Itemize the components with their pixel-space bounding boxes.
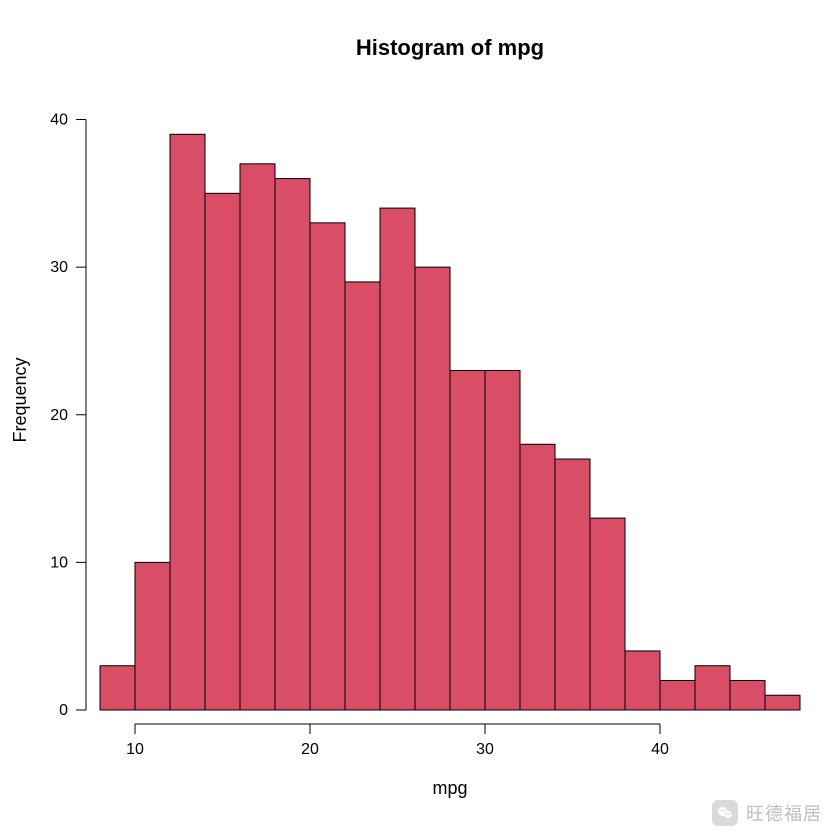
histogram-bar: [520, 444, 555, 710]
histogram-bar: [660, 680, 695, 710]
x-tick-label: 40: [651, 741, 669, 758]
y-tick-label: 0: [59, 702, 68, 719]
chart-title: Histogram of mpg: [356, 35, 544, 60]
watermark-text: 旺德福居: [746, 800, 822, 826]
histogram-bar: [730, 680, 765, 710]
x-tick-label: 20: [301, 741, 319, 758]
y-tick-label: 30: [50, 259, 68, 276]
y-tick-label: 20: [50, 407, 68, 424]
histogram-bar: [345, 282, 380, 710]
x-axis-label: mpg: [432, 778, 467, 798]
histogram-bar: [100, 666, 135, 710]
histogram-bar: [695, 666, 730, 710]
histogram-bar: [450, 370, 485, 710]
histogram-bar: [170, 134, 205, 710]
y-axis-label: Frequency: [10, 357, 30, 442]
histogram-bar: [135, 562, 170, 710]
histogram-bar: [415, 267, 450, 710]
histogram-bar: [765, 695, 800, 710]
histogram-svg: 10 20 30 40 0 10 20 30 40 Histogram of mpg mpg Freq…: [0, 0, 840, 840]
histogram-bar: [625, 651, 660, 710]
histogram-bar: [590, 518, 625, 710]
x-tick-label: 30: [476, 741, 494, 758]
histogram-bar: [240, 164, 275, 710]
wechat-icon: [712, 800, 738, 826]
x-tick-label: 10: [126, 741, 144, 758]
histogram-bar: [380, 208, 415, 710]
histogram-bar: [275, 179, 310, 710]
histogram-bar: [485, 370, 520, 710]
y-tick-label: 40: [50, 112, 68, 129]
watermark: 旺德福居: [712, 800, 822, 826]
histogram-bar: [205, 193, 240, 710]
y-tick-label: 10: [50, 554, 68, 571]
histogram-bar: [555, 459, 590, 710]
chart-container: 10 20 30 40 0 10 20 30 40 Histogram of mpg mpg Freq…: [0, 0, 840, 840]
histogram-bar: [310, 223, 345, 710]
